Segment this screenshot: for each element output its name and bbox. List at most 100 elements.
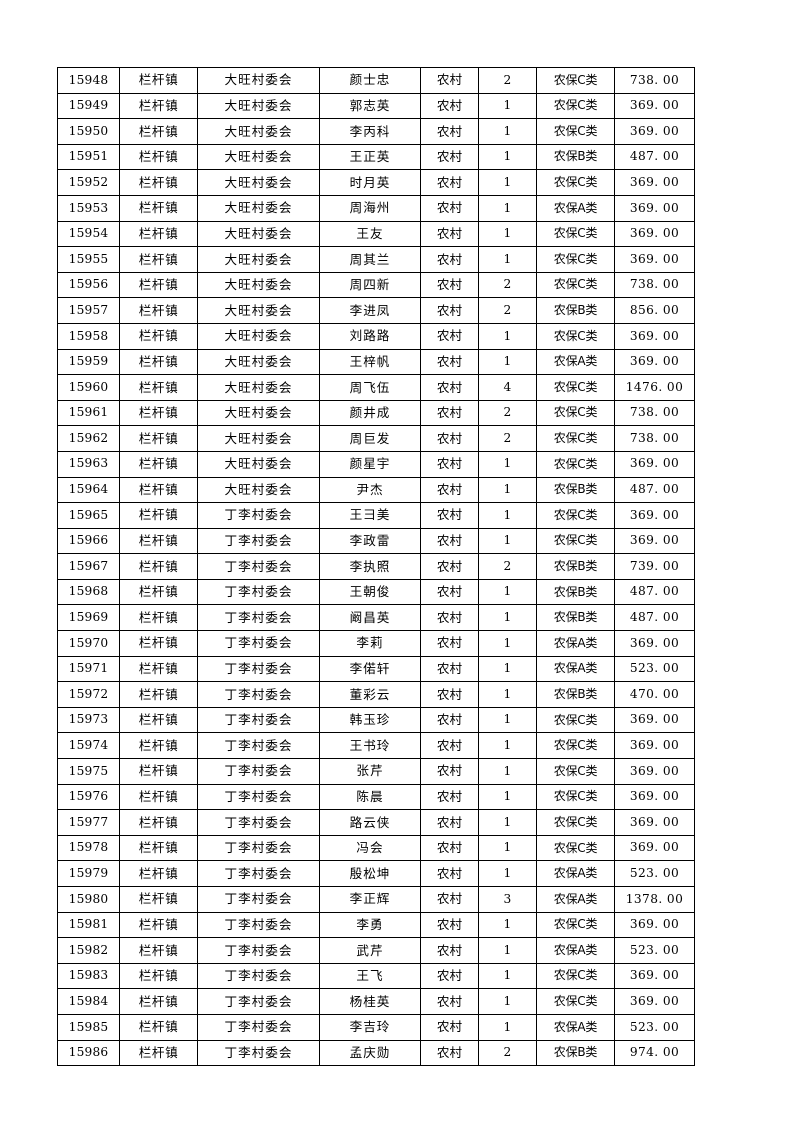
table-row: 15948 栏杆镇 大旺村委会 颜士忠 农村 2 农保C类 738. 00 xyxy=(57,67,695,94)
cell-village-committee: 大旺村委会 xyxy=(197,143,320,171)
cell-insurance-category: 农保B类 xyxy=(536,578,615,606)
cell-person-name: 李勇 xyxy=(319,911,421,939)
cell-town: 栏杆镇 xyxy=(119,604,198,632)
cell-household-type: 农村 xyxy=(420,732,479,760)
cell-town: 栏杆镇 xyxy=(119,809,198,836)
table-row: 15952 栏杆镇 大旺村委会 时月英 农村 1 农保C类 369. 00 xyxy=(57,169,695,196)
cell-town: 栏杆镇 xyxy=(119,1013,198,1041)
cell-amount: 369. 00 xyxy=(614,809,695,836)
cell-household-type: 农村 xyxy=(420,681,479,708)
cell-household-type: 农村 xyxy=(420,783,479,811)
table-row: 15975 栏杆镇 丁李村委会 张芹 农村 1 农保C类 369. 00 xyxy=(57,758,695,785)
cell-town: 栏杆镇 xyxy=(119,246,198,273)
table-row: 15962 栏杆镇 大旺村委会 周巨发 农村 2 农保C类 738. 00 xyxy=(57,425,695,452)
cell-person-name: 王友 xyxy=(319,220,421,248)
cell-person-count: 1 xyxy=(478,860,537,887)
cell-serial-number: 15952 xyxy=(57,169,120,196)
cell-town: 栏杆镇 xyxy=(119,527,198,555)
cell-serial-number: 15982 xyxy=(57,937,120,964)
cell-insurance-category: 农保C类 xyxy=(536,92,615,120)
cell-household-type: 农村 xyxy=(420,271,479,299)
cell-person-name: 王彐美 xyxy=(319,502,421,529)
cell-person-count: 1 xyxy=(478,604,537,632)
cell-person-name: 周其兰 xyxy=(319,246,421,273)
cell-town: 栏杆镇 xyxy=(119,578,198,606)
cell-insurance-category: 农保A类 xyxy=(536,348,615,376)
cell-serial-number: 15959 xyxy=(57,348,120,376)
table-row: 15956 栏杆镇 大旺村委会 周四新 农村 2 农保C类 738. 00 xyxy=(57,271,695,299)
cell-person-name: 时月英 xyxy=(319,169,421,196)
cell-person-count: 1 xyxy=(478,220,537,248)
cell-village-committee: 丁李村委会 xyxy=(197,706,320,734)
table-row: 15973 栏杆镇 丁李村委会 韩玉珍 农村 1 农保C类 369. 00 xyxy=(57,706,695,734)
table-row: 15974 栏杆镇 丁李村委会 王书玲 农村 1 农保C类 369. 00 xyxy=(57,732,695,760)
cell-person-name: 李偌轩 xyxy=(319,655,421,683)
cell-amount: 369. 00 xyxy=(614,630,695,657)
cell-household-type: 农村 xyxy=(420,450,479,478)
cell-amount: 738. 00 xyxy=(614,271,695,299)
beneficiary-table: 15948 栏杆镇 大旺村委会 颜士忠 农村 2 农保C类 738. 00 15949 栏杆镇 大旺… xyxy=(57,67,695,1067)
cell-amount: 369. 00 xyxy=(614,246,695,273)
cell-village-committee: 大旺村委会 xyxy=(197,220,320,248)
cell-person-name: 杨桂英 xyxy=(319,988,421,1015)
cell-serial-number: 15963 xyxy=(57,450,120,478)
cell-village-committee: 大旺村委会 xyxy=(197,374,320,401)
cell-village-committee: 丁李村委会 xyxy=(197,783,320,811)
cell-insurance-category: 农保B类 xyxy=(536,604,615,632)
cell-village-committee: 丁李村委会 xyxy=(197,911,320,939)
cell-person-name: 周巨发 xyxy=(319,425,421,452)
cell-household-type: 农村 xyxy=(420,322,479,350)
cell-amount: 369. 00 xyxy=(614,322,695,350)
cell-village-committee: 丁李村委会 xyxy=(197,1039,320,1067)
cell-household-type: 农村 xyxy=(420,143,479,171)
cell-person-name: 王梓帆 xyxy=(319,348,421,376)
table-row: 15969 栏杆镇 丁李村委会 阚昌英 农村 1 农保B类 487. 00 xyxy=(57,604,695,632)
cell-town: 栏杆镇 xyxy=(119,553,198,580)
cell-household-type: 农村 xyxy=(420,527,479,555)
table-row: 15986 栏杆镇 丁李村委会 孟庆勋 农村 2 农保B类 974. 00 xyxy=(57,1039,695,1067)
cell-village-committee: 大旺村委会 xyxy=(197,399,320,427)
cell-insurance-category: 农保C类 xyxy=(536,118,615,145)
cell-insurance-category: 农保C类 xyxy=(536,809,615,836)
table-row: 15957 栏杆镇 大旺村委会 李进凤 农村 2 农保B类 856. 00 xyxy=(57,297,695,324)
cell-amount: 856. 00 xyxy=(614,297,695,324)
cell-village-committee: 丁李村委会 xyxy=(197,988,320,1015)
cell-insurance-category: 农保C类 xyxy=(536,67,615,94)
cell-insurance-category: 农保A类 xyxy=(536,630,615,657)
cell-town: 栏杆镇 xyxy=(119,143,198,171)
cell-village-committee: 丁李村委会 xyxy=(197,553,320,580)
cell-person-name: 王朝俊 xyxy=(319,578,421,606)
cell-person-count: 1 xyxy=(478,834,537,862)
cell-household-type: 农村 xyxy=(420,988,479,1015)
table-row: 15985 栏杆镇 丁李村委会 李吉玲 农村 1 农保A类 523. 00 xyxy=(57,1013,695,1041)
cell-household-type: 农村 xyxy=(420,246,479,273)
cell-insurance-category: 农保B类 xyxy=(536,143,615,171)
cell-person-name: 张芹 xyxy=(319,758,421,785)
cell-town: 栏杆镇 xyxy=(119,886,198,913)
cell-amount: 974. 00 xyxy=(614,1039,695,1067)
cell-town: 栏杆镇 xyxy=(119,476,198,504)
cell-town: 栏杆镇 xyxy=(119,681,198,708)
cell-amount: 369. 00 xyxy=(614,527,695,555)
table-row: 15979 栏杆镇 丁李村委会 殷松坤 农村 1 农保A类 523. 00 xyxy=(57,860,695,887)
table-row: 15959 栏杆镇 大旺村委会 王梓帆 农村 1 农保A类 369. 00 xyxy=(57,348,695,376)
cell-village-committee: 丁李村委会 xyxy=(197,834,320,862)
cell-person-name: 殷松坤 xyxy=(319,860,421,887)
cell-person-name: 周海州 xyxy=(319,194,421,222)
cell-person-name: 颜井成 xyxy=(319,399,421,427)
cell-serial-number: 15954 xyxy=(57,220,120,248)
table-row: 15981 栏杆镇 丁李村委会 李勇 农村 1 农保C类 369. 00 xyxy=(57,911,695,939)
cell-insurance-category: 农保A类 xyxy=(536,937,615,964)
cell-village-committee: 大旺村委会 xyxy=(197,450,320,478)
cell-town: 栏杆镇 xyxy=(119,118,198,145)
cell-insurance-category: 农保C类 xyxy=(536,527,615,555)
cell-town: 栏杆镇 xyxy=(119,655,198,683)
cell-household-type: 农村 xyxy=(420,1013,479,1041)
cell-person-count: 1 xyxy=(478,476,537,504)
cell-person-name: 郭志英 xyxy=(319,92,421,120)
cell-village-committee: 大旺村委会 xyxy=(197,348,320,376)
cell-village-committee: 丁李村委会 xyxy=(197,886,320,913)
cell-serial-number: 15978 xyxy=(57,834,120,862)
cell-serial-number: 15975 xyxy=(57,758,120,785)
cell-serial-number: 15974 xyxy=(57,732,120,760)
